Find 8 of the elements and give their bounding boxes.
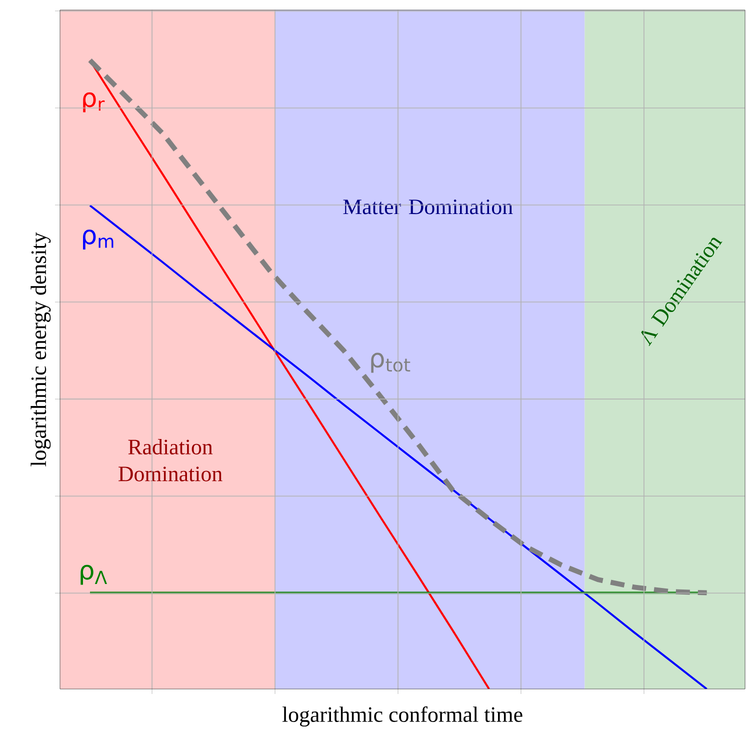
series-label: ρ$_{tot}$ xyxy=(371,352,410,373)
x-axis-title: logarithmic conformal time xyxy=(282,706,522,727)
series-label: ρ$_{Λ}$ xyxy=(80,564,107,585)
series-label: ρ$_{m}$ xyxy=(83,230,114,250)
annotation: Matter Domination xyxy=(343,200,513,214)
y-axis-title: logarithmic energy density xyxy=(30,232,51,466)
series-label: ρ$_{r}$ xyxy=(83,92,105,112)
annotation: Radiation Domination xyxy=(118,439,222,482)
